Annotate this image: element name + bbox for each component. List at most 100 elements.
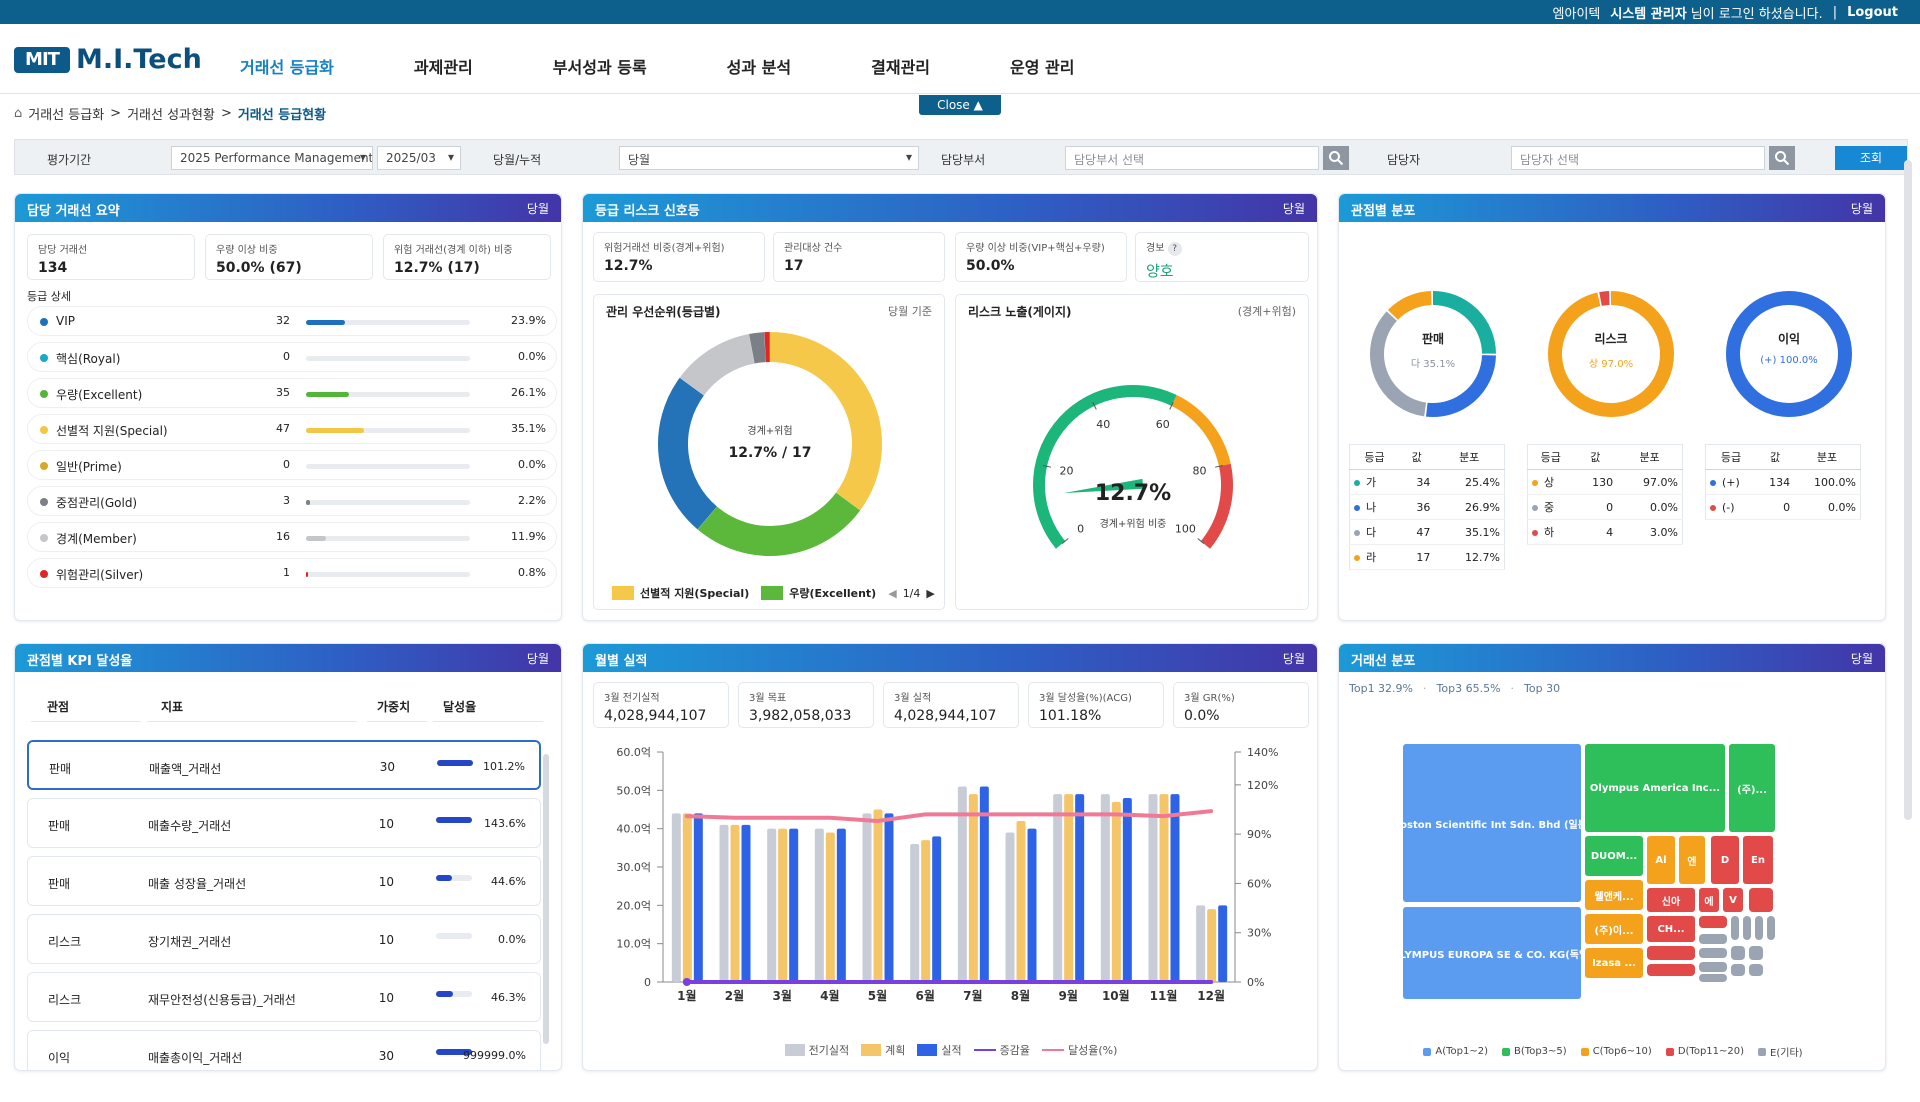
treemap-cell-small[interactable] — [1699, 934, 1727, 944]
bar-plan[interactable] — [1159, 794, 1169, 982]
treemap-cell[interactable]: 엔 — [1679, 836, 1705, 884]
owner-search-button[interactable] — [1769, 146, 1795, 170]
legend-item[interactable]: 증감율 — [973, 1042, 1030, 1058]
bar-prev[interactable] — [719, 824, 729, 982]
kpi-row[interactable]: 이익 매출총이익_거래선 30 999999.0% — [27, 1030, 541, 1070]
grade-row[interactable]: 핵심(Royal) 0 0.0% — [27, 342, 557, 372]
bar-prev[interactable] — [1196, 905, 1206, 982]
bar-plan[interactable] — [730, 824, 740, 982]
legend-item[interactable]: A(Top1~2) — [1423, 1044, 1488, 1059]
treemap-cell-small[interactable] — [1731, 946, 1745, 960]
kpi-scrollbar[interactable] — [543, 754, 549, 1044]
donut-segment[interactable] — [1548, 291, 1674, 417]
legend-item[interactable]: B(Top3~5) — [1502, 1044, 1567, 1059]
bar-prev[interactable] — [1005, 832, 1015, 983]
treemap-cell[interactable]: CH... — [1647, 916, 1695, 942]
dept-input[interactable]: 담당부서 선택 — [1065, 146, 1319, 170]
nav-item-approval[interactable]: 결재관리 — [871, 58, 931, 77]
bar-prev[interactable] — [957, 786, 967, 983]
treemap-cell[interactable]: OLYMPUS EUROPA SE & CO. KG(독일) — [1403, 907, 1581, 999]
legend-item[interactable]: 전기실적 — [784, 1042, 849, 1058]
breadcrumb-item[interactable]: 거래선 성과현황 — [127, 108, 215, 123]
bar-prev[interactable] — [1053, 794, 1063, 982]
next-page-icon[interactable]: ▶ — [926, 586, 935, 600]
bar-prev[interactable] — [910, 844, 920, 982]
type-select[interactable]: 당월 — [619, 146, 919, 170]
owner-input[interactable]: 담당자 선택 — [1511, 146, 1765, 170]
bar-actual[interactable] — [1122, 798, 1132, 982]
period-select[interactable]: 2025 Performance Management — [171, 146, 373, 170]
grade-row[interactable]: 우량(Excellent) 35 26.1% — [27, 378, 557, 408]
treemap-cell-small[interactable] — [1749, 946, 1763, 960]
donut-segment[interactable] — [1726, 291, 1852, 417]
treemap-cell[interactable]: 웰앤케... — [1585, 880, 1643, 910]
nav-item-analysis[interactable]: 성과 분석 — [726, 58, 792, 77]
bar-prev[interactable] — [1100, 794, 1110, 982]
treemap-cell-small[interactable] — [1749, 964, 1763, 976]
bar-actual[interactable] — [789, 828, 799, 982]
treemap-cell-small[interactable] — [1731, 916, 1739, 940]
bar-plan[interactable] — [778, 828, 788, 982]
nav-item-operation[interactable]: 운영 관리 — [1010, 58, 1075, 77]
treemap-cell-small[interactable] — [1647, 964, 1695, 976]
treemap-cell[interactable]: V — [1723, 888, 1743, 912]
treemap-cell-small[interactable] — [1699, 974, 1727, 982]
dept-search-button[interactable] — [1323, 146, 1349, 170]
treemap-cell[interactable]: Al — [1647, 836, 1675, 884]
donut-segment[interactable] — [1432, 291, 1496, 354]
donut-slice[interactable] — [658, 377, 718, 530]
treemap-cell[interactable]: (주)... — [1729, 744, 1775, 832]
legend-item[interactable]: 실적 — [917, 1042, 962, 1058]
treemap-cell[interactable]: 에 — [1699, 888, 1719, 912]
search-submit-button[interactable]: 조회 — [1835, 146, 1907, 170]
treemap-cell[interactable]: D — [1711, 836, 1739, 884]
bar-prev[interactable] — [767, 828, 777, 982]
bar-actual[interactable] — [1027, 828, 1037, 982]
bar-plan[interactable] — [1111, 801, 1121, 982]
close-header-button[interactable]: Close ▲ — [919, 95, 1001, 115]
donut-slice[interactable] — [697, 492, 861, 556]
nav-item-grade[interactable]: 거래선 등급화 — [240, 58, 334, 77]
legend-item[interactable]: D(Top11~20) — [1665, 1044, 1744, 1059]
bar-plan[interactable] — [1064, 794, 1074, 982]
legend-item[interactable]: E(기타) — [1758, 1044, 1803, 1059]
kpi-row[interactable]: 판매 매출수량_거래선 10 143.6% — [27, 798, 541, 848]
kpi-row[interactable]: 리스크 장기채권_거래선 10 0.0% — [27, 914, 541, 964]
bar-plan[interactable] — [1207, 909, 1217, 982]
treemap-cell[interactable]: Olympus America Inc... — [1585, 744, 1725, 832]
bar-plan[interactable] — [968, 794, 978, 982]
treemap-cell-small[interactable] — [1699, 916, 1727, 928]
donut-segment[interactable] — [1387, 291, 1432, 320]
donut-slice[interactable] — [749, 332, 766, 364]
kpi-row[interactable]: 리스크 재무안전성(신용등급)_거래선 10 46.3% — [27, 972, 541, 1022]
bar-actual[interactable] — [693, 813, 703, 982]
nav-item-dept-register[interactable]: 부서성과 등록 — [552, 58, 647, 77]
bar-actual[interactable] — [979, 786, 989, 983]
bar-actual[interactable] — [741, 824, 751, 982]
donut-segment[interactable] — [1426, 354, 1496, 417]
legend-item[interactable]: 계획 — [861, 1042, 905, 1058]
donut-slice[interactable] — [679, 334, 756, 396]
logout-link[interactable]: Logout — [1847, 4, 1898, 20]
treemap-cell-small[interactable] — [1731, 964, 1745, 976]
help-icon[interactable]: ? — [1167, 242, 1182, 256]
bar-prev[interactable] — [1148, 794, 1158, 982]
grade-row[interactable]: 중점관리(Gold) 3 2.2% — [27, 486, 557, 516]
donut-segment[interactable] — [1599, 291, 1610, 306]
treemap-cell[interactable]: En — [1743, 836, 1773, 884]
bar-actual[interactable] — [1218, 905, 1228, 982]
bar-prev[interactable] — [671, 813, 681, 982]
home-icon[interactable]: ⌂ — [14, 106, 23, 121]
grade-row[interactable]: 일반(Prime) 0 0.0% — [27, 450, 557, 480]
bar-actual[interactable] — [836, 828, 846, 982]
kpi-row[interactable]: 판매 매출액_거래선 30 101.2% — [27, 740, 541, 790]
bar-plan[interactable] — [825, 832, 835, 983]
bar-prev[interactable] — [814, 828, 824, 982]
achievement-line[interactable] — [684, 809, 1214, 824]
treemap-cell-small[interactable] — [1755, 916, 1763, 940]
treemap-cell[interactable]: (주)이... — [1585, 914, 1643, 944]
treemap-cell-small[interactable] — [1767, 916, 1775, 940]
treemap-cell-small[interactable] — [1699, 962, 1727, 972]
grade-row[interactable]: 선별적 지원(Special) 47 35.1% — [27, 414, 557, 444]
treemap-cell[interactable]: Boston Scientific Int Sdn. Bhd (일본) — [1403, 744, 1581, 902]
